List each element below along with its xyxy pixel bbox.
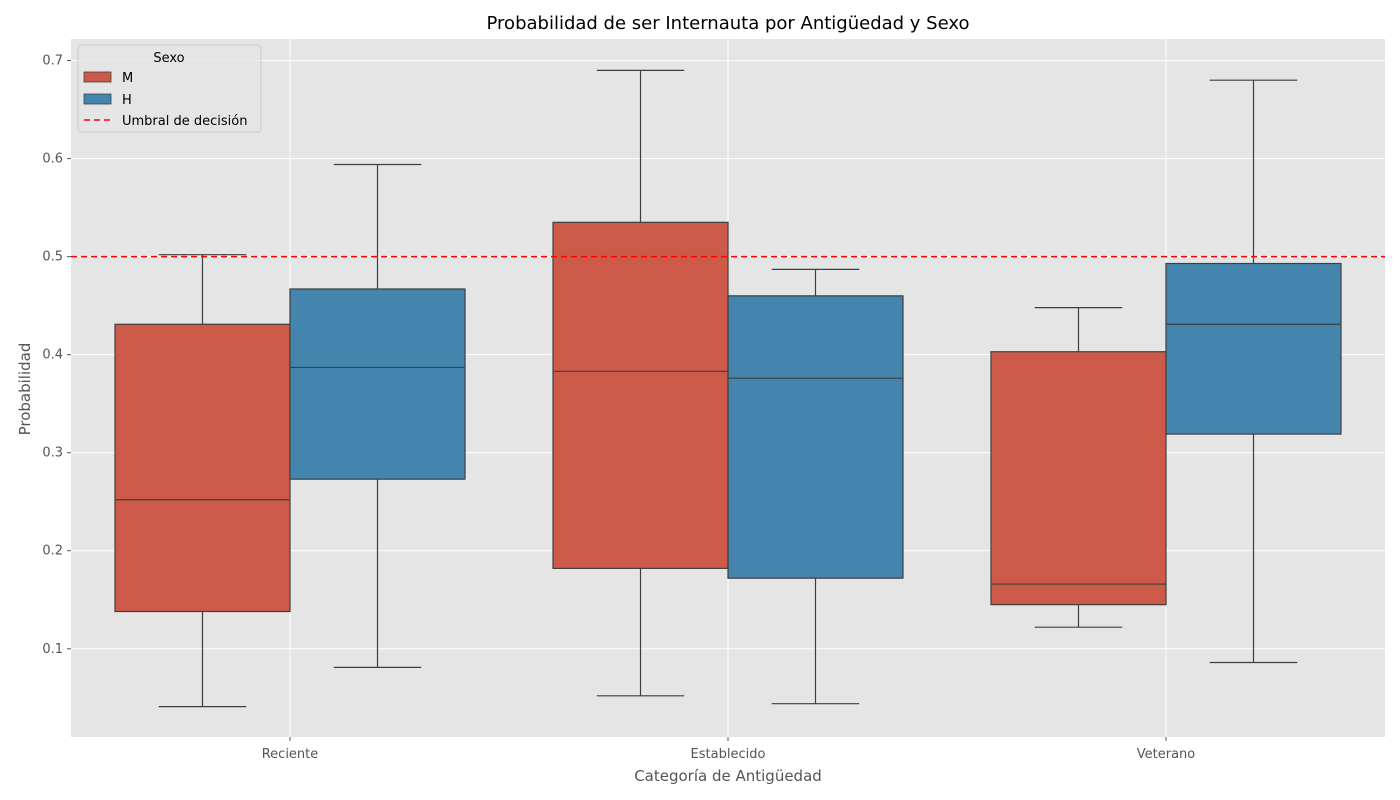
x-tick-label: Establecido [691,747,766,762]
chart-title: Probabilidad de ser Internauta por Antig… [487,13,970,34]
y-tick-label: 0.2 [42,544,63,559]
y-tick-label: 0.5 [42,250,63,265]
legend-swatch-m [83,71,112,83]
y-tick-label: 0.6 [42,152,63,167]
box-iqr [114,323,291,613]
box-iqr [727,295,904,579]
legend-title: Sexo [153,51,184,66]
x-axis-label: Categoría de Antigüedad [634,767,822,785]
y-tick-label: 0.1 [42,642,63,657]
box-iqr [990,351,1167,606]
legend: Sexo M H Umbral de decisión [77,44,262,133]
box-h-establecido [727,268,904,705]
y-axis-label: Probabilidad [16,343,34,436]
box-iqr [552,221,729,569]
box-m-establecido [552,69,729,697]
legend-label-threshold: Umbral de decisión [122,114,247,129]
legend-label-m: M [122,71,133,86]
y-tick-label: 0.3 [42,446,63,461]
legend-frame [77,44,262,133]
box-m-reciente [114,254,291,708]
x-tick-label: Veterano [1137,747,1196,762]
x-axis: Reciente Establecido Veterano [262,737,1196,762]
x-tick-label: Reciente [262,747,319,762]
y-tick-label: 0.7 [42,54,63,69]
legend-label-h: H [122,93,132,108]
box-h-reciente [289,163,466,668]
box-m-veterano [990,307,1167,628]
box-series [114,69,1342,708]
y-axis: 0.1 0.2 0.3 0.4 0.5 0.6 0.7 [42,54,71,657]
y-tick-label: 0.4 [42,348,63,363]
box-iqr [1165,262,1342,435]
box-h-veterano [1165,79,1342,664]
legend-swatch-h [83,93,112,105]
box-iqr [289,288,466,480]
